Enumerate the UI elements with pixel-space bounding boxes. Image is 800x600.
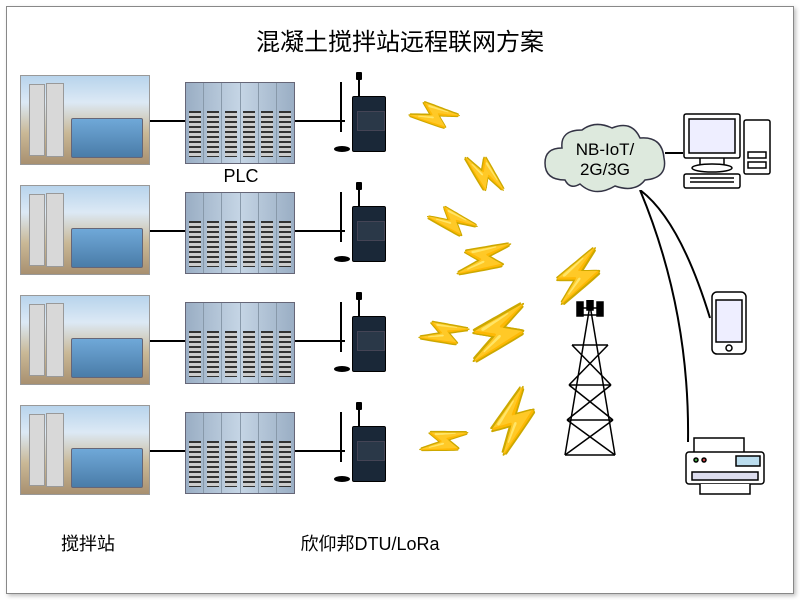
- dtu-icon: [330, 188, 390, 268]
- dtu-icon: [330, 298, 390, 378]
- connection-line: [295, 340, 345, 342]
- wireless-bolt-icon: ⚡: [458, 295, 539, 372]
- station-icon: [20, 295, 150, 385]
- station-icon: [20, 75, 150, 165]
- computer-icon: [680, 110, 775, 200]
- station-icon: [20, 185, 150, 275]
- dtu-label: 欣仰邦DTU/LoRa: [270, 530, 470, 556]
- connection-line: [150, 230, 185, 232]
- plc-icon: [185, 82, 295, 164]
- plc-icon: [185, 302, 295, 384]
- connection-line: [295, 450, 345, 452]
- connection-line: [665, 152, 683, 154]
- dtu-icon: [330, 78, 390, 158]
- dtu-icon: [330, 408, 390, 488]
- connection-line: [295, 230, 345, 232]
- connection-line: [150, 340, 185, 342]
- connection-line: [150, 120, 185, 122]
- connection-line: [630, 190, 720, 470]
- wireless-bolt-icon: ⚡: [548, 248, 610, 305]
- wireless-bolt-icon: ⚡: [458, 147, 510, 201]
- cell-tower-icon: [555, 300, 625, 460]
- cloud-label: NB-IoT/2G/3G: [540, 140, 670, 179]
- station-label: 搅拌站: [48, 530, 128, 556]
- plc-icon: [185, 412, 295, 494]
- connection-line: [295, 120, 345, 122]
- connection-line: [150, 450, 185, 452]
- plc-label: PLC: [220, 166, 262, 187]
- cloud-node: NB-IoT/2G/3G: [540, 118, 670, 200]
- plc-icon: [185, 192, 295, 274]
- station-icon: [20, 405, 150, 495]
- diagram-title: 混凝土搅拌站远程联网方案: [0, 22, 800, 57]
